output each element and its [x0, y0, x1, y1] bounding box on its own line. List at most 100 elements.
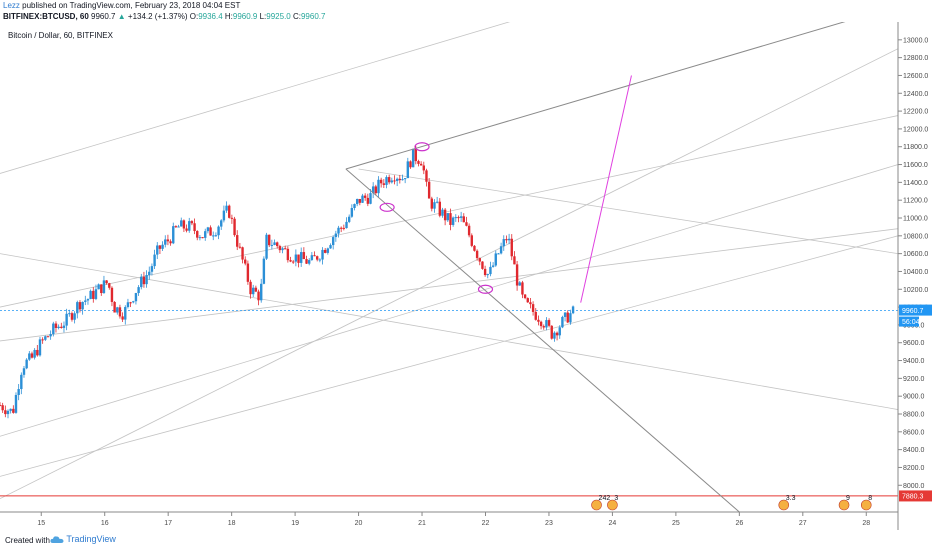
fan-line[interactable]	[358, 168, 898, 255]
plot-area[interactable]: 242 3 3.3 9 8	[0, 22, 898, 512]
candle-up	[553, 332, 556, 339]
y-tick-label: 13000.0	[903, 37, 928, 44]
x-tick-label: 17	[164, 520, 172, 527]
fan-line[interactable]	[0, 22, 898, 174]
candle-up	[345, 221, 348, 229]
candle-up	[172, 226, 175, 244]
candle-down	[475, 250, 479, 259]
candle-up	[262, 258, 266, 284]
y-tick-label: 10600.0	[903, 251, 928, 258]
candle-down	[41, 339, 44, 341]
y-tick-label: 12200.0	[903, 109, 928, 116]
candle-up	[350, 207, 354, 217]
x-tick-label: 18	[228, 520, 236, 527]
candle-up	[62, 325, 66, 328]
time-axis[interactable]: 15 16 17 18 19 20 21 22 23 24 25 26 27 28	[37, 512, 870, 527]
candle-up	[502, 239, 505, 247]
candle-up	[94, 289, 98, 299]
trendline-lower-wedge[interactable]	[345, 168, 740, 512]
trendline-upper-wedge[interactable]	[345, 22, 898, 170]
candle-down	[537, 319, 540, 322]
candle-down	[443, 209, 447, 221]
fan-line[interactable]	[0, 48, 898, 499]
candle-down	[473, 245, 476, 251]
candle-down	[513, 256, 516, 265]
low-label: L:	[259, 12, 267, 21]
high-label: H:	[224, 12, 233, 21]
y-tick-label: 8400.0	[903, 447, 925, 454]
fan-line[interactable]	[0, 164, 898, 437]
candle-up	[334, 233, 338, 238]
symbol-info: BITFINEX:BTCUSD, 60 9960.7 ▲ +134.2 (+1.…	[3, 12, 325, 22]
trendline-projection[interactable]	[580, 75, 632, 303]
candle-up	[222, 210, 226, 221]
candle-up	[214, 235, 218, 237]
candle-up	[57, 326, 60, 328]
author-link[interactable]: Lezz	[3, 1, 20, 10]
candle-up	[161, 244, 164, 249]
candle-down	[417, 161, 420, 164]
candle-down	[92, 290, 95, 299]
candle-up	[451, 217, 455, 225]
close-label: C:	[292, 12, 301, 21]
red-line-label-box	[899, 490, 932, 502]
candle-up	[486, 274, 489, 276]
pivot-marker-ellipse[interactable]	[379, 202, 395, 212]
candle-down	[196, 231, 199, 238]
price-label-box	[899, 304, 932, 316]
event-badge-label: 3.3	[786, 495, 796, 502]
tradingview-logo[interactable]: TradingView	[50, 534, 116, 544]
candle-down	[422, 165, 426, 171]
candle-down	[1, 405, 4, 411]
candle-down	[46, 336, 50, 338]
candle-up	[571, 306, 575, 314]
candle-down	[531, 304, 535, 312]
y-tick-label: 11800.0	[903, 144, 928, 151]
candle-up	[494, 253, 497, 266]
pivot-marker-ellipse[interactable]	[477, 284, 494, 294]
x-tick-label: 15	[37, 520, 45, 527]
candle-up	[177, 226, 180, 228]
economic-event-icon[interactable]	[860, 499, 872, 511]
candle-down	[278, 246, 282, 251]
price-label: 9960.7	[902, 308, 924, 315]
fan-line[interactable]	[0, 253, 898, 410]
y-tick-label: 10200.0	[903, 287, 928, 294]
candle-up	[497, 253, 500, 255]
candle-down	[12, 408, 15, 413]
candle-up	[81, 301, 84, 310]
candle-down	[481, 261, 484, 269]
price-axis[interactable]: 13000.0 12800.0 12600.0 12400.0 12200.0 12000…	[898, 37, 932, 502]
candle-down	[387, 177, 391, 183]
x-tick-label: 25	[672, 520, 680, 527]
candle-up	[84, 300, 87, 302]
countdown-label: 56:04	[902, 319, 920, 326]
fan-line[interactable]	[0, 228, 898, 342]
pivot-marker-ellipse[interactable]	[414, 142, 430, 152]
candle-up	[14, 394, 18, 413]
economic-event-icon[interactable]	[591, 499, 602, 511]
candle-down	[313, 255, 316, 257]
candle-up	[558, 327, 561, 336]
economic-event-icon[interactable]	[838, 499, 850, 511]
candle-down	[305, 259, 308, 264]
candle-down	[457, 217, 460, 219]
economic-event-icon[interactable]	[607, 499, 618, 511]
candle-up	[265, 234, 268, 259]
fan-line[interactable]	[0, 235, 898, 477]
y-tick-label: 11400.0	[903, 180, 928, 187]
candle-down	[110, 287, 114, 302]
candle-down	[289, 260, 292, 262]
y-tick-label: 11000.0	[903, 216, 928, 223]
candle-up	[17, 389, 20, 395]
candle-up	[563, 312, 567, 317]
economic-event-icon[interactable]	[778, 499, 790, 511]
candle-down	[70, 313, 74, 320]
candle-down	[323, 249, 327, 253]
candle-up	[65, 313, 68, 326]
fan-line[interactable]	[0, 115, 898, 308]
candle-down	[201, 237, 204, 239]
price-chart[interactable]: 242 3 3.3 9 8 13000.012800.012600.012400.012…	[0, 22, 932, 530]
candle-down	[427, 181, 431, 199]
candle-up	[20, 374, 23, 390]
